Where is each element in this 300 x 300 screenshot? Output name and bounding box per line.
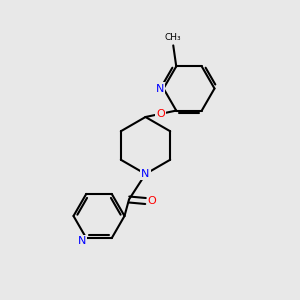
Text: N: N — [141, 169, 150, 179]
Text: N: N — [78, 236, 86, 246]
Text: CH₃: CH₃ — [165, 32, 181, 41]
Text: O: O — [157, 109, 165, 119]
Text: N: N — [156, 83, 164, 94]
Text: O: O — [148, 196, 157, 206]
